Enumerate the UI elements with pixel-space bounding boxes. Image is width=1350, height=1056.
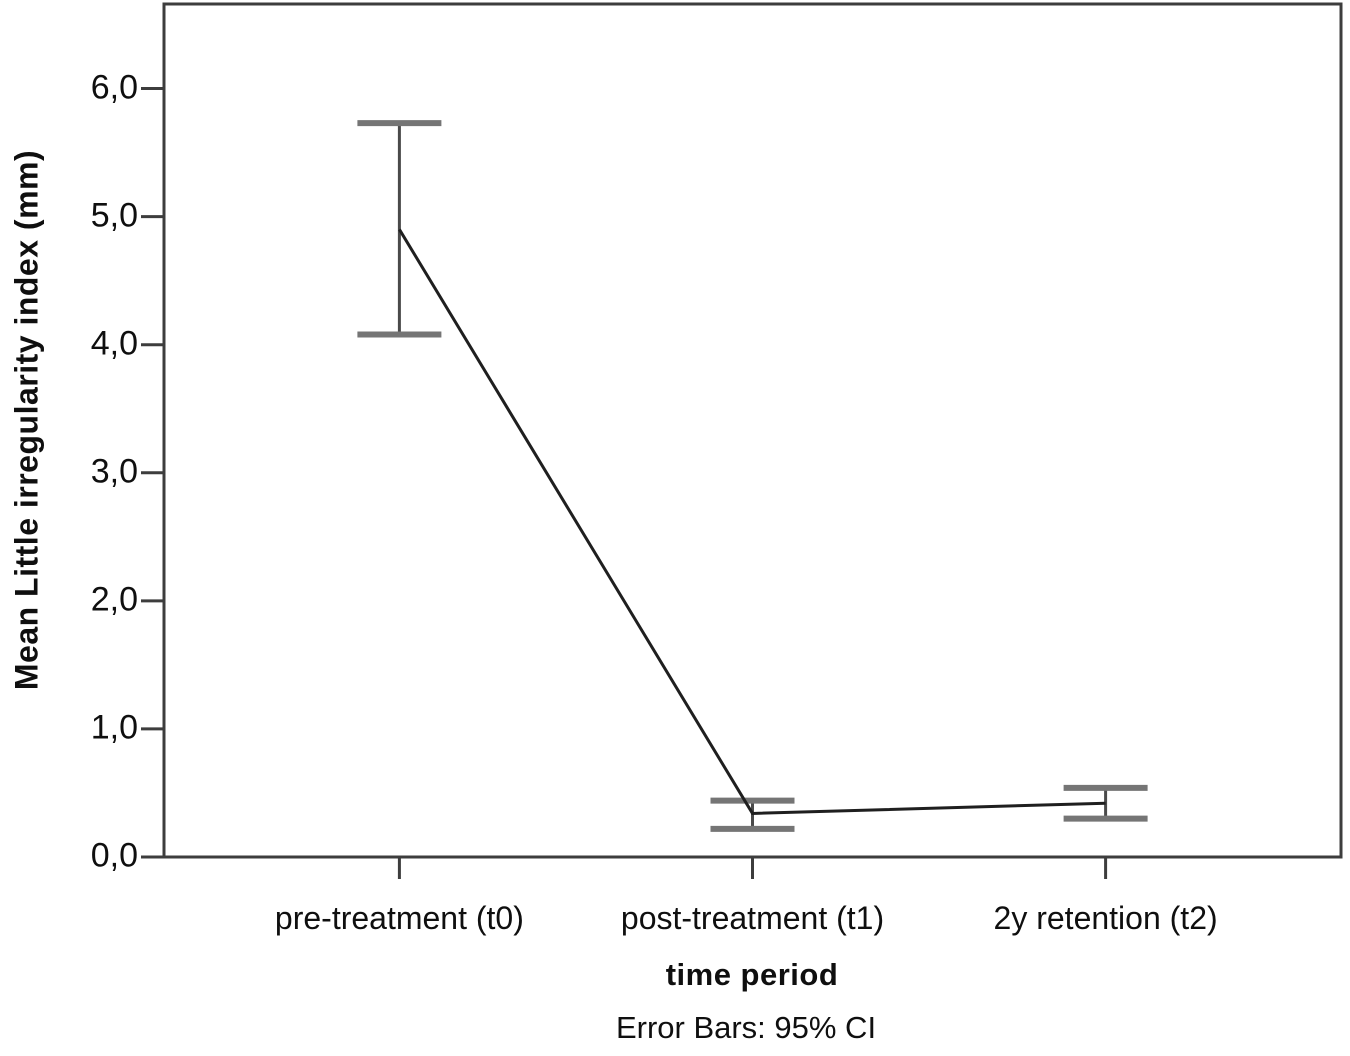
x-category-label: pre-treatment (t0)	[274, 900, 524, 936]
y-tick-label: 1,0	[90, 708, 138, 747]
y-tick-label: 5,0	[90, 196, 138, 235]
y-tick-label: 6,0	[90, 68, 138, 107]
y-tick-label: 2,0	[90, 580, 138, 619]
error-bar-caption: Error Bars: 95% CI	[615, 1010, 877, 1045]
series-line	[398, 228, 1106, 815]
plot-border	[162, 2, 1343, 859]
x-axis-title: time period	[665, 957, 839, 992]
x-category-label: 2y retention (t2)	[993, 900, 1218, 936]
y-tick-label: 4,0	[90, 324, 138, 363]
y-tick-label: 0,0	[90, 836, 138, 875]
x-category-label: post-treatment (t1)	[620, 900, 885, 936]
y-tick-label: 3,0	[90, 452, 138, 491]
